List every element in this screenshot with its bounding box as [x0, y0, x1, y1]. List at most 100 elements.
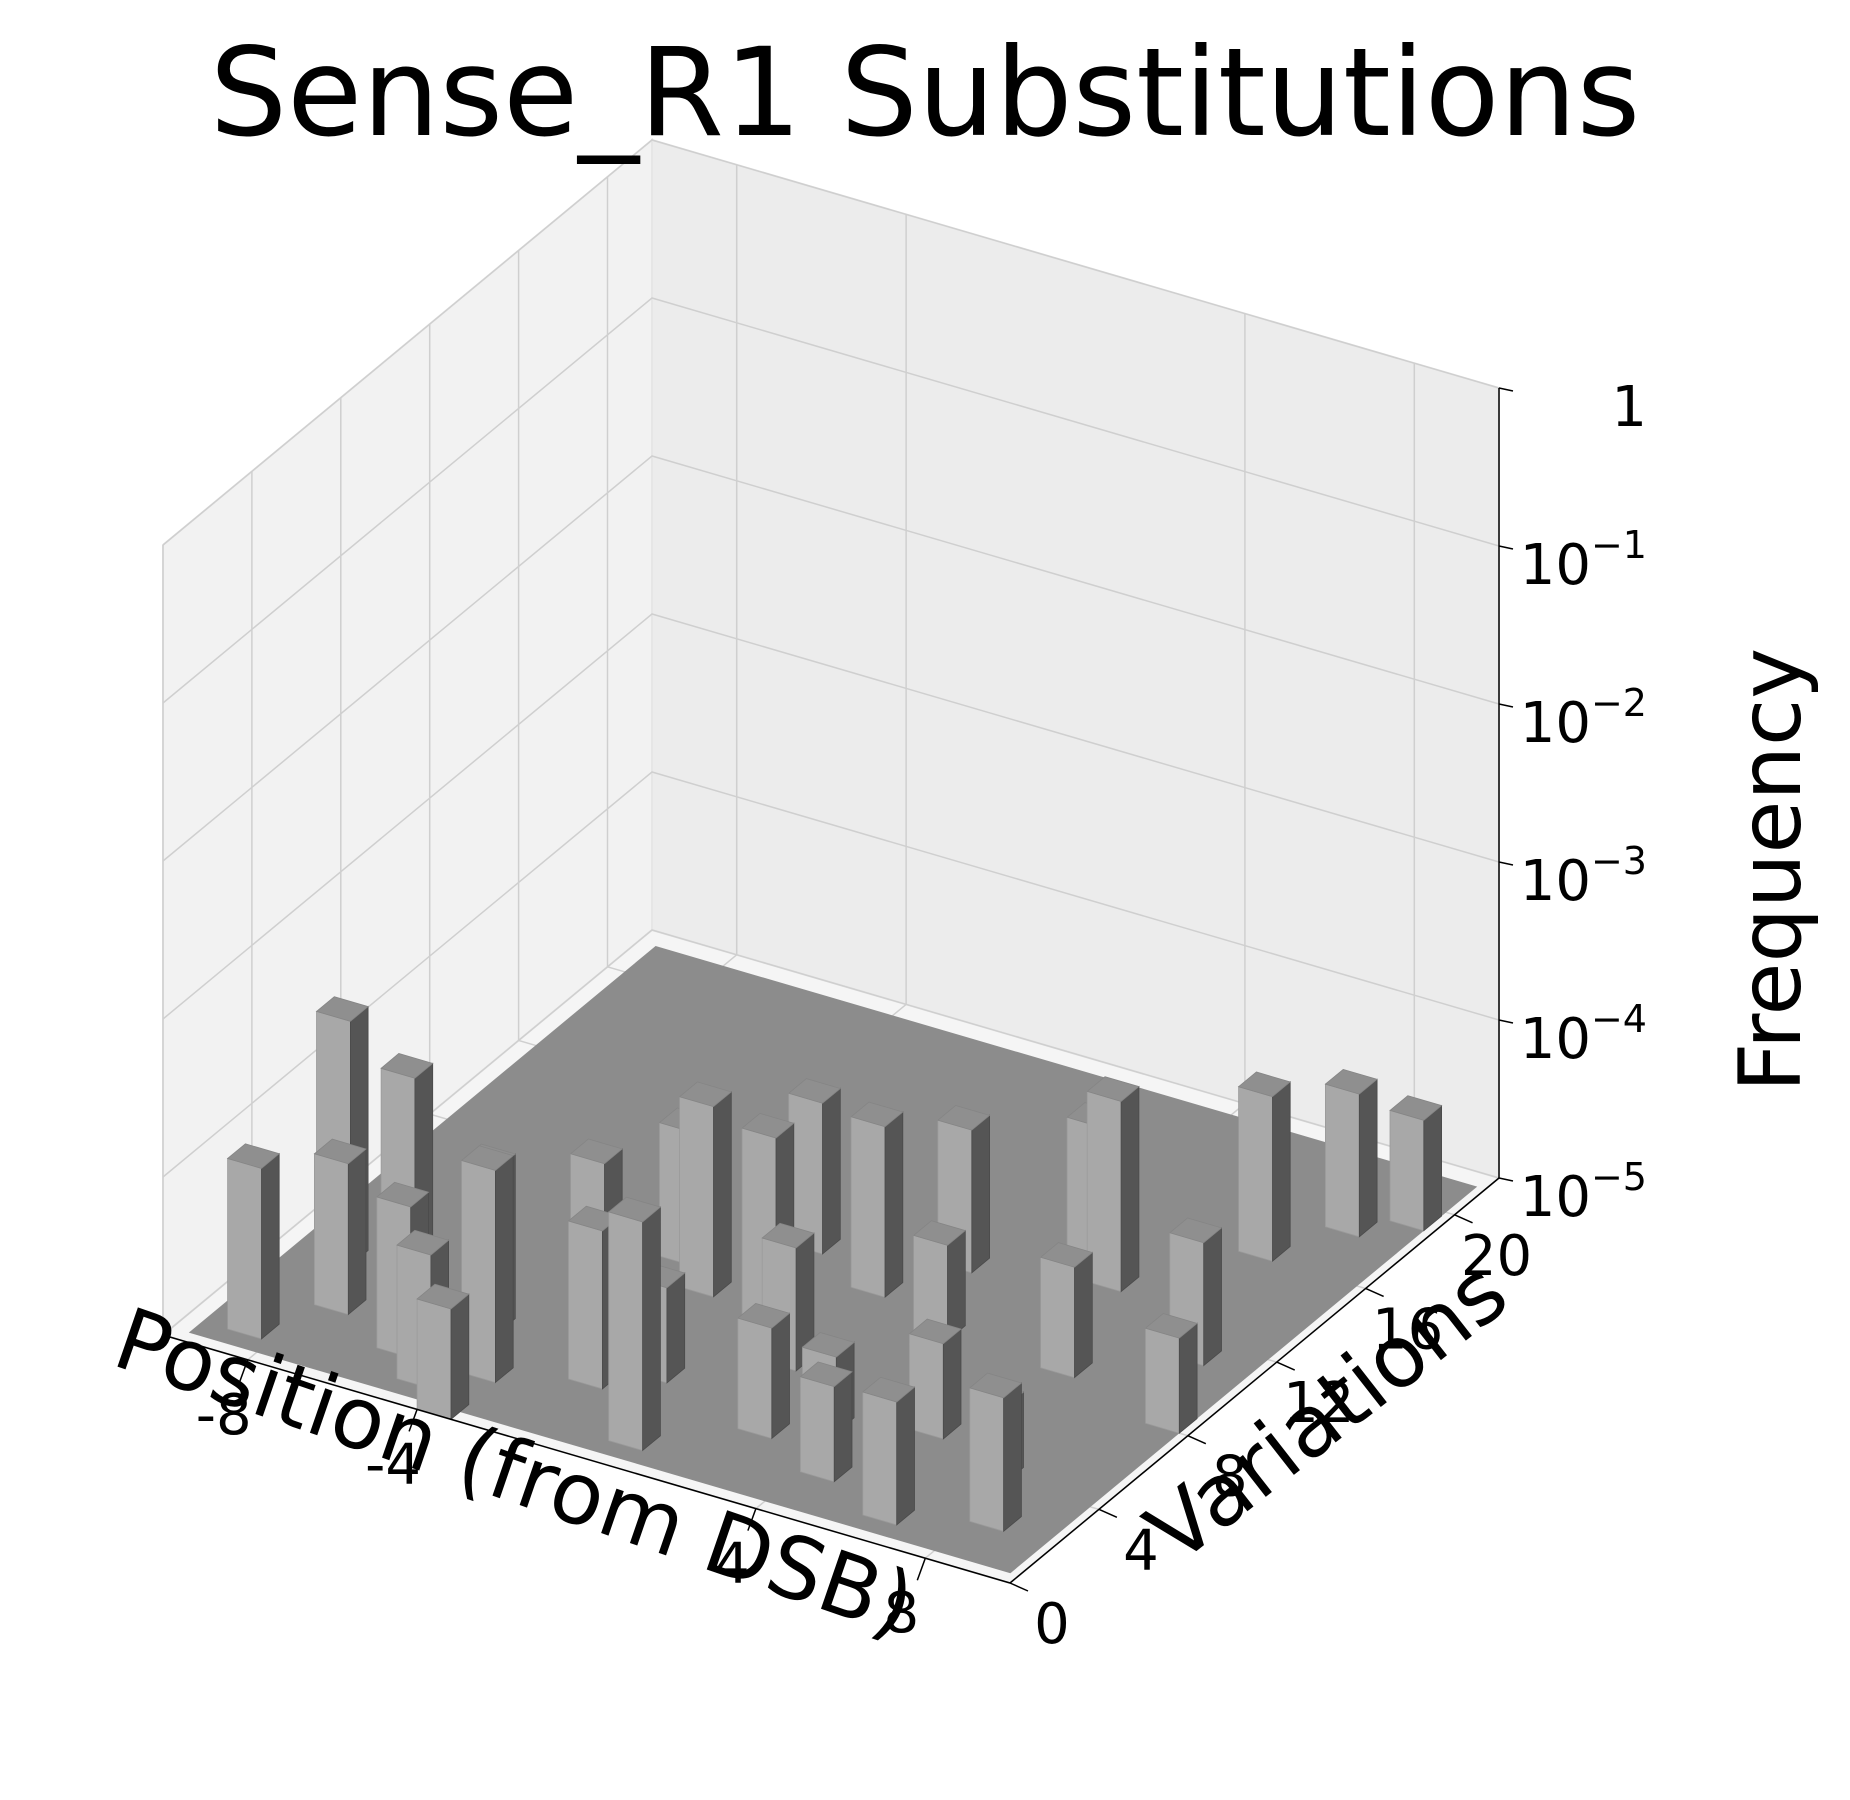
bar-front-face: [1238, 1086, 1273, 1262]
x-tick-label: -8: [196, 1383, 252, 1448]
bar-front-face: [1145, 1327, 1180, 1434]
z-tick-mark: [1498, 703, 1514, 708]
bar: [912, 1220, 967, 1342]
z-tick-label: 10−3: [1520, 839, 1647, 914]
bar-top-face: [315, 996, 369, 1022]
bar-side-face: [1358, 1078, 1378, 1238]
bar-side-face: [642, 1206, 661, 1452]
x-tick-mark: [747, 1508, 757, 1531]
bar-top-face: [376, 1181, 430, 1208]
y-tick-label: 4: [1123, 1518, 1159, 1583]
bar-side-face: [261, 1152, 280, 1340]
bar-side-face: [1120, 1085, 1140, 1293]
y-tick-mark: [1276, 1361, 1296, 1371]
bar-side-face: [1178, 1322, 1198, 1435]
bar-front-face: [737, 1317, 773, 1440]
bar-top-face: [1039, 1242, 1094, 1268]
bar-side-face: [947, 1229, 966, 1342]
bar-side-face: [1074, 1251, 1093, 1379]
bar-top-face: [799, 1361, 853, 1388]
bar: [737, 1302, 791, 1440]
bar-top-face: [912, 1220, 967, 1246]
bar-front-face: [850, 1116, 886, 1298]
z-tick-mark: [1498, 545, 1514, 550]
x-tick-mark: [408, 1409, 418, 1432]
y-tick-mark: [1454, 1214, 1473, 1224]
z-tick-label: 10−5: [1520, 1155, 1647, 1230]
bar-top-face: [968, 1372, 1023, 1399]
bar-side-face: [1003, 1382, 1022, 1533]
bar-top-face: [908, 1318, 962, 1345]
y-tick-label: 12: [1283, 1371, 1354, 1436]
bar: [861, 1376, 916, 1526]
bar-top-face: [226, 1143, 281, 1169]
z-gridline: [162, 139, 1500, 546]
bar-side-face: [833, 1370, 853, 1483]
bar-top-face: [1324, 1068, 1378, 1095]
bar-top-face: [801, 1332, 855, 1358]
bar: [678, 1081, 733, 1298]
z-axis-label: Frequency: [1721, 648, 1821, 1092]
x-tick-label: 4: [714, 1532, 750, 1597]
z-tick-mark: [1498, 1177, 1514, 1182]
bar: [1039, 1242, 1094, 1379]
bar-front-face: [568, 1220, 603, 1390]
bar-side-face: [666, 1272, 686, 1384]
y-axis-line: [1009, 1177, 1500, 1584]
z-tick-label: 10−2: [1520, 681, 1647, 756]
bar: [607, 1196, 662, 1452]
bar-side-face: [942, 1328, 962, 1440]
bar-front-face: [1040, 1256, 1075, 1379]
bar-front-face: [1389, 1109, 1425, 1232]
y-tick-label: 16: [1372, 1297, 1443, 1362]
bar-side-face: [771, 1312, 790, 1440]
bar-top-face: [313, 1138, 367, 1165]
bar-side-face: [1203, 1227, 1222, 1367]
z-gridline: [162, 613, 1500, 1020]
z-tick-mark: [1498, 861, 1514, 866]
bar-front-face: [862, 1391, 898, 1526]
chart-title: Sense_R1 Substitutions: [210, 22, 1641, 164]
bar-front-face: [227, 1157, 262, 1340]
x-tick-label: -4: [365, 1432, 421, 1497]
bar: [1324, 1068, 1378, 1238]
bar: [799, 1361, 853, 1483]
z-tick-mark: [1498, 1019, 1514, 1024]
z-gridline: [162, 297, 1500, 704]
bar: [313, 1138, 367, 1316]
bar: [1237, 1071, 1292, 1263]
bar-top-face: [678, 1081, 733, 1108]
chart-bars: [226, 996, 1443, 1533]
bar: [908, 1318, 962, 1440]
bar-top-face: [761, 1222, 815, 1249]
y-tick-label: 8: [1212, 1445, 1248, 1510]
bar: [1086, 1076, 1140, 1293]
y-tick-mark: [1098, 1508, 1118, 1519]
bar-side-face: [896, 1386, 915, 1526]
bar: [850, 1101, 904, 1299]
bar-side-face: [971, 1114, 990, 1274]
bar-top-face: [1168, 1217, 1223, 1244]
z-tick-label: 10−1: [1520, 523, 1647, 598]
bar-top-face: [1144, 1313, 1198, 1339]
bar: [416, 1283, 470, 1421]
x-axis-line: [162, 1334, 1011, 1584]
y-tick-mark: [1365, 1287, 1384, 1298]
bar-side-face: [1423, 1104, 1442, 1232]
bar: [460, 1145, 515, 1384]
z-tick-mark: [1498, 387, 1514, 392]
z-gridline: [162, 455, 1500, 862]
bar-top-face: [416, 1283, 470, 1310]
axis-lines: [162, 387, 1514, 1592]
bar-top-face: [396, 1229, 450, 1256]
bar-top-face: [1237, 1071, 1292, 1098]
y-tick-label: 20: [1461, 1224, 1532, 1289]
y-tick-mark: [1009, 1582, 1029, 1592]
x-tick-label: 8: [883, 1581, 919, 1646]
y-tick-mark: [1187, 1435, 1207, 1445]
bar-side-face: [713, 1091, 732, 1298]
bar: [226, 1143, 281, 1340]
bar-front-face: [800, 1376, 835, 1483]
